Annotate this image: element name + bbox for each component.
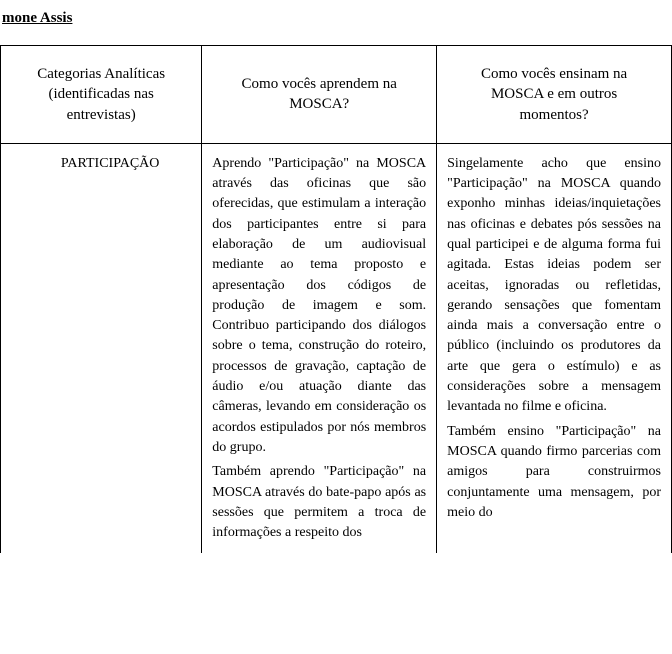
paragraph: Singelamente acho que ensino "Participaç… <box>447 154 661 418</box>
paragraph: Aprendo "Participação" na MOSCA através … <box>212 154 426 458</box>
header-text: Categorias Analíticas <box>37 66 165 82</box>
table-header-row: Categorias Analíticas (identificadas nas… <box>1 46 672 144</box>
teach-cell: Singelamente acho que ensino "Participaç… <box>437 143 672 553</box>
paragraph: Também ensino "Participação" na MOSCA qu… <box>447 422 661 523</box>
header-categories: Categorias Analíticas (identificadas nas… <box>1 46 202 144</box>
author-name: mone Assis <box>0 10 672 27</box>
header-text: MOSCA e em outros <box>491 86 617 102</box>
header-text: momentos? <box>519 107 588 123</box>
header-text: Como vocês aprendem na <box>242 76 397 92</box>
header-text: MOSCA? <box>289 96 349 112</box>
paragraph: Também aprendo "Participação" na MOSCA a… <box>212 462 426 543</box>
header-learn: Como vocês aprendem na MOSCA? <box>202 46 437 144</box>
table-row: PARTICIPAÇÃO Aprendo "Participação" na M… <box>1 143 672 553</box>
header-text: (identificadas nas <box>48 86 153 102</box>
analysis-table: Categorias Analíticas (identificadas nas… <box>0 45 672 553</box>
header-teach: Como vocês ensinam na MOSCA e em outros … <box>437 46 672 144</box>
header-text: Como vocês ensinam na <box>481 66 627 82</box>
category-label: PARTICIPAÇÃO <box>43 154 160 174</box>
learn-cell: Aprendo "Participação" na MOSCA através … <box>202 143 437 553</box>
category-cell: PARTICIPAÇÃO <box>1 143 202 553</box>
header-text: entrevistas) <box>67 107 136 123</box>
